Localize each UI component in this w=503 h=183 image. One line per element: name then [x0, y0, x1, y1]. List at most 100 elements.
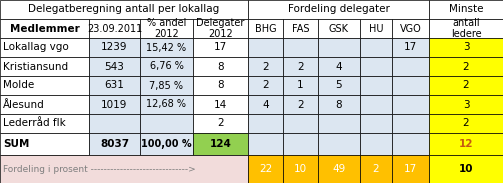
Text: 49: 49 — [332, 164, 346, 174]
Text: 12,68 %: 12,68 % — [146, 100, 187, 109]
Text: Fordeling i prosent ------------------------------>: Fordeling i prosent --------------------… — [3, 165, 196, 173]
Text: 23.09.2011: 23.09.2011 — [87, 23, 142, 33]
Bar — [360, 76, 392, 95]
Bar — [360, 38, 392, 57]
Text: 2: 2 — [297, 61, 304, 72]
Text: 10: 10 — [459, 164, 473, 174]
Bar — [360, 57, 392, 76]
Text: Delegater
2012: Delegater 2012 — [196, 18, 244, 39]
Text: 14: 14 — [214, 100, 227, 109]
Bar — [140, 38, 193, 57]
Bar — [248, 114, 283, 133]
Text: Medlemmer: Medlemmer — [10, 23, 79, 33]
Bar — [89, 114, 140, 133]
Bar — [248, 155, 283, 183]
Bar — [429, 57, 503, 76]
Text: % andel
2012: % andel 2012 — [147, 18, 186, 39]
Bar — [318, 76, 360, 95]
Bar — [193, 76, 248, 95]
Text: 17: 17 — [404, 164, 417, 174]
Bar — [429, 19, 503, 38]
Text: 1019: 1019 — [101, 100, 128, 109]
Bar — [193, 38, 248, 57]
Bar — [0, 19, 89, 38]
Bar — [140, 95, 193, 114]
Bar — [429, 95, 503, 114]
Bar — [318, 155, 360, 183]
Bar — [248, 0, 429, 19]
Bar — [248, 57, 283, 76]
Bar — [392, 133, 429, 155]
Text: 2: 2 — [463, 119, 469, 128]
Bar — [193, 133, 248, 155]
Text: Kristiansund: Kristiansund — [3, 61, 68, 72]
Bar — [0, 133, 89, 155]
Text: 17: 17 — [214, 42, 227, 53]
Text: Lederråd flk: Lederråd flk — [3, 119, 66, 128]
Bar — [0, 155, 248, 183]
Text: 2: 2 — [373, 164, 379, 174]
Text: 8: 8 — [217, 61, 224, 72]
Bar — [140, 76, 193, 95]
Bar — [283, 38, 318, 57]
Bar — [392, 76, 429, 95]
Bar — [429, 155, 503, 183]
Bar — [429, 114, 503, 133]
Bar — [429, 38, 503, 57]
Text: Molde: Molde — [3, 81, 34, 91]
Bar — [318, 57, 360, 76]
Bar — [318, 38, 360, 57]
Text: Ålesund: Ålesund — [3, 100, 45, 109]
Bar — [429, 76, 503, 95]
Text: 124: 124 — [210, 139, 231, 149]
Text: Delegatberegning antall per lokallag: Delegatberegning antall per lokallag — [28, 5, 220, 14]
Text: 2: 2 — [297, 100, 304, 109]
Bar — [248, 95, 283, 114]
Bar — [0, 95, 89, 114]
Bar — [392, 155, 429, 183]
Bar — [248, 19, 283, 38]
Bar — [0, 114, 89, 133]
Bar — [193, 95, 248, 114]
Text: 8: 8 — [336, 100, 343, 109]
Bar — [392, 114, 429, 133]
Bar — [89, 19, 140, 38]
Text: 5: 5 — [336, 81, 343, 91]
Bar — [248, 76, 283, 95]
Text: 2: 2 — [463, 61, 469, 72]
Text: 12: 12 — [459, 139, 473, 149]
Bar — [360, 114, 392, 133]
Text: Lokallag vgo: Lokallag vgo — [3, 42, 69, 53]
Text: FAS: FAS — [292, 23, 309, 33]
Bar — [283, 155, 318, 183]
Bar — [392, 19, 429, 38]
Bar — [89, 76, 140, 95]
Bar — [283, 133, 318, 155]
Text: 4: 4 — [262, 100, 269, 109]
Text: 631: 631 — [105, 81, 124, 91]
Text: HU: HU — [369, 23, 383, 33]
Bar — [318, 19, 360, 38]
Bar — [429, 0, 503, 19]
Text: 2: 2 — [463, 81, 469, 91]
Bar — [89, 38, 140, 57]
Text: 8037: 8037 — [100, 139, 129, 149]
Bar — [0, 0, 248, 19]
Bar — [140, 133, 193, 155]
Bar — [193, 114, 248, 133]
Bar — [140, 114, 193, 133]
Bar — [283, 19, 318, 38]
Bar — [0, 38, 89, 57]
Bar — [140, 19, 193, 38]
Text: SUM: SUM — [3, 139, 29, 149]
Bar — [193, 19, 248, 38]
Text: 4: 4 — [336, 61, 343, 72]
Bar — [318, 95, 360, 114]
Text: 1: 1 — [297, 81, 304, 91]
Text: 543: 543 — [105, 61, 124, 72]
Text: antall
ledere: antall ledere — [451, 18, 481, 39]
Bar — [392, 38, 429, 57]
Bar — [89, 95, 140, 114]
Bar — [360, 133, 392, 155]
Text: 2: 2 — [262, 61, 269, 72]
